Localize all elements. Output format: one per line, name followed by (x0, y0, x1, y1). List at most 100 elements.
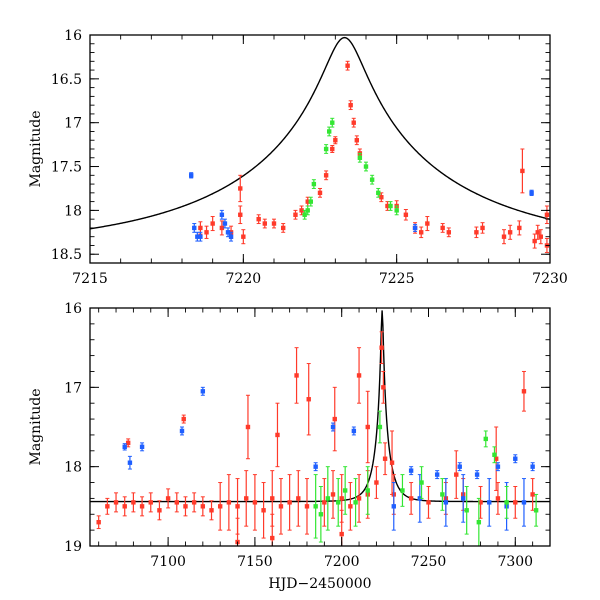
data-point (521, 478, 527, 527)
x-tick-label: 7215 (72, 271, 108, 287)
data-point (369, 174, 375, 185)
series-green (313, 410, 539, 546)
data-point (304, 478, 310, 535)
data-point (157, 500, 162, 521)
y-tick-label: 18 (64, 460, 82, 476)
y-axis-label: Magnitude (28, 388, 44, 465)
data-point (287, 474, 292, 531)
data-point (330, 117, 335, 128)
data-point (113, 492, 119, 513)
data-point (278, 478, 284, 535)
data-point (419, 226, 424, 239)
x-tick-label: 7100 (150, 554, 186, 570)
y-axis-label: Magnitude (28, 110, 44, 187)
series-blue (189, 172, 534, 242)
data-point (513, 454, 518, 464)
data-point (332, 386, 337, 452)
data-point (318, 486, 324, 543)
data-point (306, 363, 311, 436)
data-point (538, 229, 543, 245)
y-tick-label: 16 (64, 28, 82, 44)
data-point (317, 187, 323, 198)
data-point (305, 205, 310, 216)
data-point (507, 224, 513, 240)
data-point (529, 189, 534, 196)
data-point (311, 179, 317, 189)
data-point (351, 117, 356, 128)
data-point (270, 513, 275, 546)
data-point (382, 442, 388, 476)
data-point (348, 100, 353, 111)
data-point (353, 478, 358, 527)
x-axis: 7100 7150 7200 7250 7300 (98, 308, 551, 570)
data-point (374, 466, 379, 499)
data-point (219, 209, 225, 220)
data-point (480, 222, 485, 234)
data-point (322, 478, 327, 527)
data-point (210, 216, 215, 232)
data-point (403, 209, 409, 221)
data-point (281, 223, 286, 233)
data-point (461, 474, 466, 523)
data-point (252, 474, 258, 531)
data-point (339, 509, 344, 546)
data-point (330, 144, 335, 154)
data-point (296, 470, 301, 527)
data-point (192, 223, 197, 233)
data-point (327, 126, 332, 137)
model-curve (90, 36, 550, 230)
data-point (356, 474, 362, 523)
y-tick-label: 17 (64, 380, 82, 396)
data-point (238, 205, 243, 225)
data-point (262, 218, 267, 229)
x-tick-label: 7200 (324, 554, 360, 570)
y-tick-label: 19 (64, 539, 82, 555)
data-point (354, 135, 359, 146)
data-point (365, 390, 370, 464)
data-point (357, 152, 363, 163)
data-point (377, 410, 383, 444)
data-point (275, 402, 280, 468)
data-point (419, 466, 424, 499)
data-point (271, 218, 277, 229)
data-point (105, 497, 110, 515)
model-curve (90, 310, 550, 503)
data-point (313, 474, 318, 539)
data-point (330, 470, 336, 519)
data-point (181, 414, 186, 424)
data-point (183, 496, 188, 517)
data-point (238, 174, 243, 203)
data-point (174, 492, 179, 513)
data-point (379, 331, 384, 365)
x-tick-label: 7250 (411, 554, 447, 570)
data-point (165, 488, 171, 509)
data-point (474, 226, 479, 239)
data-point (400, 474, 405, 507)
data-point (501, 229, 507, 245)
x-tick-label: 7220 (226, 271, 262, 287)
data-point (513, 486, 518, 519)
data-point (122, 443, 127, 451)
plot-area (90, 36, 550, 253)
data-point (127, 455, 133, 470)
data-point (394, 205, 399, 216)
y-axis: 16 17 18 19 (64, 301, 550, 555)
data-point (493, 426, 499, 491)
data-point (222, 218, 228, 229)
data-point (198, 231, 203, 242)
data-point (408, 482, 414, 515)
data-point (139, 442, 145, 452)
data-point (148, 492, 153, 513)
series-red (198, 60, 550, 253)
data-point (139, 496, 145, 517)
data-point (487, 478, 492, 527)
data-point (391, 482, 396, 531)
data-point (189, 172, 194, 179)
data-point (521, 370, 527, 412)
axes-frame (89, 307, 551, 547)
data-point (179, 426, 185, 436)
data-point (336, 478, 341, 527)
data-point (217, 482, 223, 531)
data-point (348, 482, 353, 531)
x-tick-label: 7230 (532, 271, 568, 287)
